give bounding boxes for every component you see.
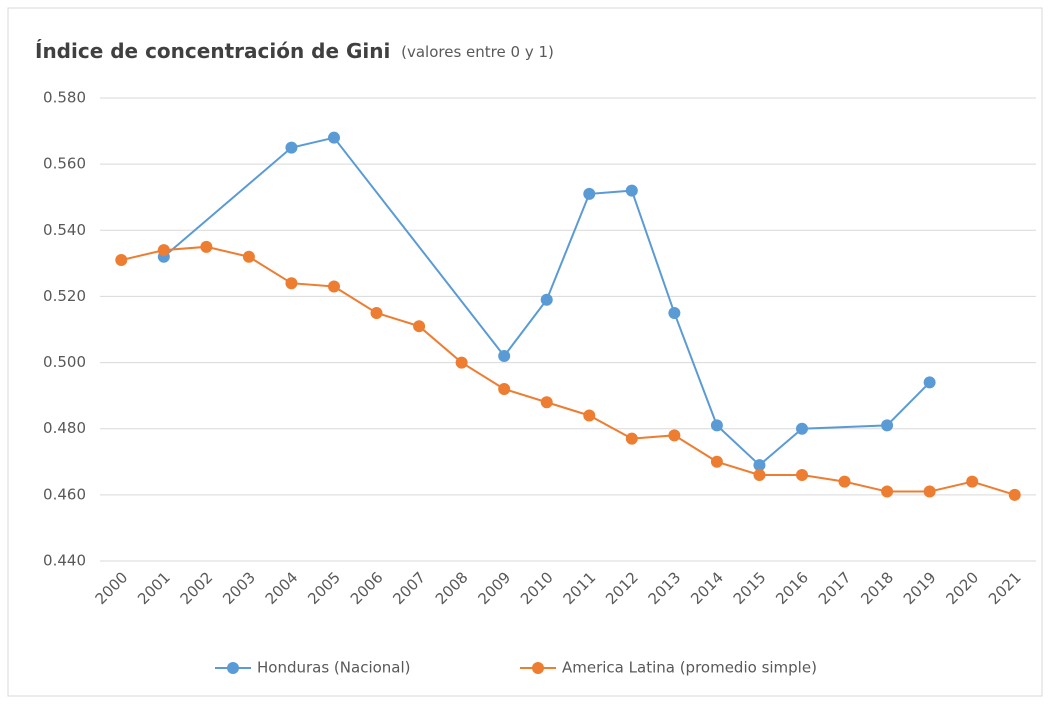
- data-point: [200, 240, 213, 253]
- data-point: [328, 280, 340, 293]
- data-point: [838, 475, 851, 488]
- data-point: [796, 469, 808, 482]
- legend-marker: [227, 662, 239, 674]
- data-point: [625, 432, 638, 445]
- data-point: [157, 244, 170, 257]
- series-line: [121, 245, 1016, 496]
- chart-title-group: Índice de concentración de Gini (valores…: [35, 39, 554, 63]
- y-tick-label: 0.520: [43, 287, 86, 305]
- y-tick-label: 0.460: [43, 485, 86, 503]
- data-point: [710, 455, 723, 468]
- legend-marker: [532, 662, 544, 674]
- data-point: [753, 459, 766, 472]
- data-point: [115, 254, 128, 267]
- data-point: [668, 306, 681, 319]
- chart-subtitle: (valores entre 0 y 1): [401, 43, 554, 61]
- data-point: [583, 187, 596, 200]
- y-tick-label: 0.440: [43, 552, 86, 570]
- legend-label: America Latina (promedio simple): [562, 659, 817, 677]
- data-point: [413, 320, 426, 333]
- legend-label: Honduras (Nacional): [257, 659, 411, 677]
- data-point: [881, 419, 894, 432]
- data-point: [796, 422, 808, 435]
- chart-title: Índice de concentración de Gini: [35, 39, 390, 63]
- data-point: [498, 349, 511, 362]
- y-tick-label: 0.480: [43, 419, 86, 437]
- data-point: [285, 277, 298, 290]
- data-point: [498, 383, 511, 396]
- data-point: [455, 356, 468, 369]
- data-point: [668, 429, 681, 442]
- data-point: [710, 419, 723, 432]
- data-point: [328, 131, 340, 144]
- data-point: [966, 475, 979, 488]
- data-point: [583, 409, 596, 422]
- data-point: [540, 396, 553, 409]
- y-tick-label: 0.540: [43, 221, 86, 239]
- data-point: [1008, 488, 1021, 501]
- data-point: [923, 376, 936, 389]
- data-point: [242, 250, 255, 263]
- data-point: [753, 469, 766, 482]
- data-point: [923, 485, 936, 498]
- data-point: [370, 306, 383, 319]
- chart-border: [7, 7, 1043, 697]
- y-tick-label: 0.560: [43, 155, 86, 173]
- y-tick-label: 0.500: [43, 353, 86, 371]
- data-point: [285, 141, 298, 154]
- y-tick-label: 0.580: [43, 89, 86, 107]
- data-point: [540, 293, 553, 306]
- data-point: [881, 485, 894, 498]
- data-point: [625, 184, 638, 197]
